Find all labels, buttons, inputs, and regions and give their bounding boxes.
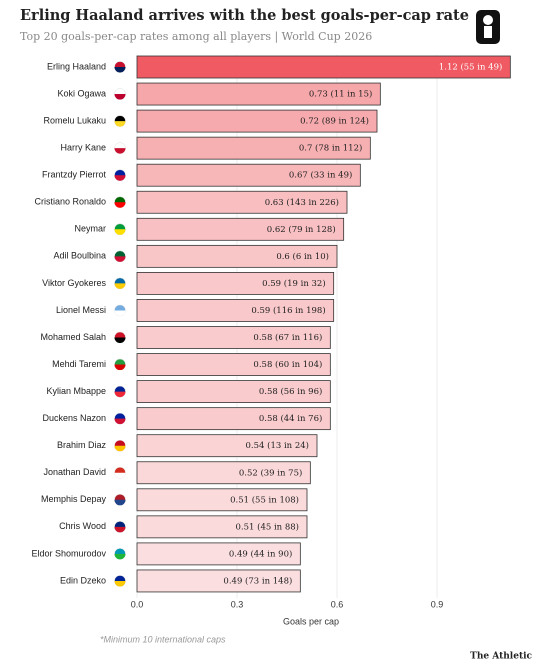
y-tick-label: Kylian Mbappe (46, 386, 106, 396)
y-tick-label: Frantzdy Pierrot (42, 170, 107, 180)
flag-icon (114, 364, 126, 371)
flag-icon (114, 391, 126, 398)
flag-icon (114, 553, 126, 560)
value-label: 0.58 (67 in 116) (253, 332, 322, 343)
y-tick-label: Koki Ogawa (57, 88, 106, 98)
value-label: 0.58 (56 in 96) (259, 386, 323, 397)
value-label: 0.59 (19 in 32) (262, 278, 326, 289)
bar (136, 136, 371, 160)
value-label: 0.51 (55 in 108) (230, 494, 299, 505)
x-tick-label: 0.9 (431, 599, 444, 609)
y-tick-label: Duckens Nazon (42, 413, 106, 423)
flag-icon (114, 418, 126, 425)
bar (136, 55, 511, 79)
bar (136, 380, 331, 404)
y-tick-label: Viktor Gyokeres (42, 278, 106, 288)
y-tick-label: Adil Boulbina (53, 251, 106, 261)
x-tick-label: 0.0 (131, 599, 144, 609)
value-label: 0.72 (89 in 124) (300, 116, 369, 127)
y-tick-label: Cristiano Ronaldo (34, 197, 106, 207)
bar (136, 488, 308, 512)
flag-icon (114, 121, 126, 127)
flag-icon (114, 310, 126, 316)
bar (136, 244, 338, 268)
bar (136, 407, 331, 431)
y-tick-label: Memphis Depay (41, 494, 107, 504)
flag-icon (114, 283, 126, 289)
flag-icon (114, 175, 126, 181)
bar (136, 82, 381, 106)
value-label: 0.6 (6 in 10) (276, 251, 329, 262)
bar (136, 190, 348, 214)
footnote: *Minimum 10 international caps (100, 634, 226, 644)
y-tick-label: Neymar (74, 224, 106, 234)
y-tick-label: Erling Haaland (47, 61, 106, 71)
flag-icon (114, 445, 126, 452)
bar (136, 271, 335, 295)
value-label: 0.59 (116 in 198) (251, 305, 325, 316)
flag-icon (114, 526, 126, 533)
value-label: 0.73 (11 in 15) (309, 89, 373, 100)
flag-icon (114, 580, 126, 587)
x-axis-label: Goals per cap (283, 616, 339, 626)
flag-icon (114, 472, 126, 479)
bar (136, 461, 311, 485)
bar (136, 299, 335, 322)
x-tick-label: 0.3 (231, 599, 244, 609)
y-tick-label: Jonathan David (43, 467, 106, 477)
value-label: 0.58 (44 in 76) (259, 413, 323, 424)
value-label: 0.67 (33 in 49) (289, 170, 353, 181)
flag-icon (114, 148, 126, 154)
x-tick-label: 0.6 (331, 599, 344, 609)
flag-icon (114, 337, 126, 344)
flag-icon (114, 94, 126, 100)
bar (136, 542, 301, 566)
y-tick-label: Eldor Shomurodov (31, 548, 106, 558)
y-tick-label: Lionel Messi (56, 305, 106, 315)
chart-title: Erling Haaland arrives with the best goa… (20, 7, 469, 24)
value-label: 0.63 (143 in 226) (265, 197, 339, 208)
chart-subtitle: Top 20 goals-per-cap rates among all pla… (20, 30, 372, 44)
y-tick-label: Chris Wood (59, 521, 106, 531)
flag-icon (114, 229, 126, 235)
flag-icon (114, 256, 126, 262)
y-tick-label: Mehdi Taremi (52, 359, 106, 369)
bar (136, 569, 301, 593)
bar (136, 109, 378, 133)
fifa-logo (476, 10, 500, 44)
bar (136, 515, 308, 539)
y-tick-label: Edin Dzeko (60, 575, 106, 585)
flag-icon (114, 67, 126, 73)
value-label: 1.12 (55 in 49) (439, 62, 503, 73)
bar (136, 217, 345, 241)
value-label: 0.54 (13 in 24) (246, 440, 310, 451)
value-label: 0.7 (78 in 112) (299, 143, 363, 154)
bar (136, 353, 331, 376)
value-label: 0.51 (45 in 88) (236, 521, 300, 532)
flag-icon (114, 499, 126, 506)
source: The Athletic (470, 652, 532, 662)
value-label: 0.49 (44 in 90) (229, 548, 293, 559)
bar (136, 434, 318, 458)
flag-icon (114, 202, 126, 208)
value-label: 0.62 (79 in 128) (267, 224, 336, 235)
y-tick-label: Mohamed Salah (40, 332, 106, 342)
y-tick-label: Harry Kane (60, 143, 106, 153)
value-label: 0.52 (39 in 75) (239, 467, 303, 478)
value-label: 0.58 (60 in 104) (253, 359, 322, 370)
bar (136, 326, 331, 349)
y-tick-label: Brahim Diaz (57, 440, 107, 450)
bar (136, 163, 361, 187)
y-tick-label: Romelu Lukaku (43, 115, 106, 125)
value-label: 0.49 (73 in 148) (223, 575, 292, 586)
